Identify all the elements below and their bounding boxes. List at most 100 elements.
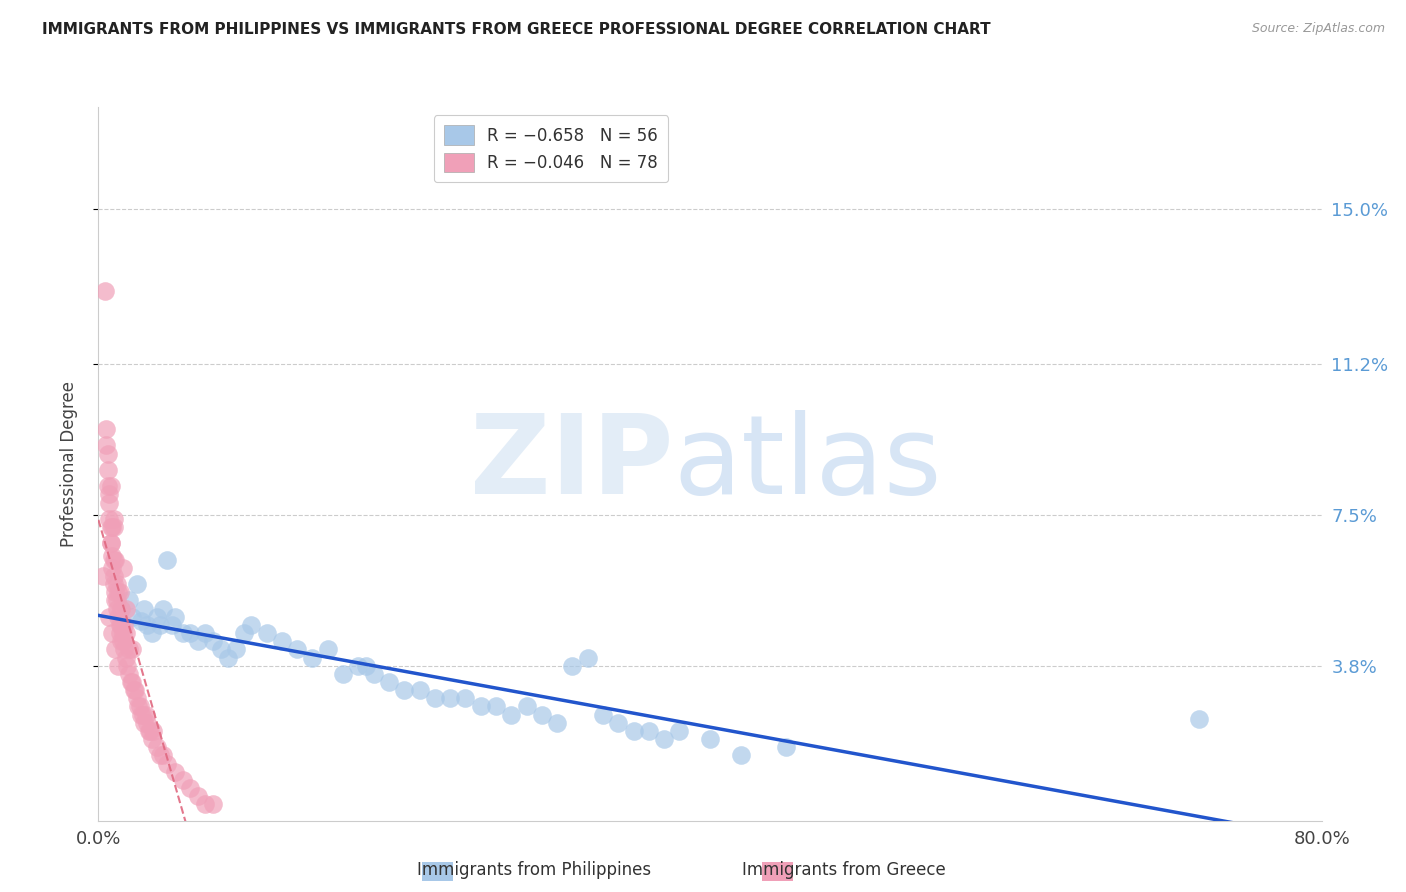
Point [118, 666, 141, 681]
Point [485, 699, 508, 714]
Point [122, 683, 145, 698]
Point [105, 577, 128, 591]
Point [439, 691, 461, 706]
Point [105, 601, 128, 615]
Point [152, 748, 174, 763]
Point [97, 479, 120, 493]
Point [202, 634, 225, 648]
Point [104, 585, 127, 599]
Point [145, 609, 167, 624]
Point [546, 715, 568, 730]
Point [392, 683, 416, 698]
Point [301, 650, 323, 665]
Point [104, 642, 127, 657]
Point [125, 691, 148, 706]
Point [699, 732, 721, 747]
Point [129, 707, 152, 722]
Point [108, 618, 131, 632]
Point [172, 626, 194, 640]
Point [1188, 712, 1211, 726]
Point [115, 601, 138, 615]
Point [100, 520, 122, 534]
Point [115, 626, 138, 640]
Point [202, 797, 225, 812]
Point [775, 740, 797, 755]
Text: Source: ZipAtlas.com: Source: ZipAtlas.com [1251, 22, 1385, 36]
Point [112, 642, 135, 657]
Y-axis label: Professional Degree: Professional Degree [59, 381, 77, 547]
Point [156, 552, 179, 566]
Text: atlas: atlas [673, 410, 942, 517]
Point [117, 658, 139, 673]
Point [142, 723, 165, 738]
Point [100, 536, 122, 550]
Point [156, 756, 179, 771]
Legend: R = −0.658   N = 56, R = −0.046   N = 78: R = −0.658 N = 56, R = −0.046 N = 78 [434, 115, 668, 182]
Point [134, 715, 156, 730]
Point [561, 658, 583, 673]
Point [652, 732, 675, 747]
Point [194, 626, 217, 640]
Point [115, 650, 138, 665]
Point [152, 601, 174, 615]
Point [104, 552, 127, 566]
Point [149, 748, 172, 763]
Point [121, 642, 143, 657]
Point [232, 626, 254, 640]
Point [225, 642, 247, 657]
Point [163, 609, 186, 624]
Point [98, 512, 121, 526]
Text: Immigrants from Philippines: Immigrants from Philippines [418, 861, 651, 879]
Point [454, 691, 477, 706]
Point [111, 626, 134, 640]
Point [104, 593, 127, 607]
Point [530, 707, 553, 722]
Point [136, 618, 159, 632]
Point [107, 585, 129, 599]
Point [408, 683, 430, 698]
Point [332, 666, 354, 681]
Point [316, 642, 339, 657]
Point [107, 658, 129, 673]
Point [120, 675, 142, 690]
Point [285, 642, 308, 657]
Point [118, 642, 141, 657]
Point [111, 634, 134, 648]
Point [637, 723, 661, 738]
Point [110, 601, 132, 615]
Point [98, 487, 121, 501]
Point [194, 797, 217, 812]
Point [108, 585, 131, 599]
Point [270, 634, 292, 648]
Point [501, 707, 523, 722]
Point [141, 732, 163, 747]
Point [98, 609, 121, 624]
Point [135, 707, 157, 722]
Point [160, 618, 183, 632]
Point [101, 626, 124, 640]
Point [149, 618, 172, 632]
Point [607, 715, 630, 730]
Point [112, 618, 135, 632]
Point [125, 577, 148, 591]
Point [217, 650, 239, 665]
Point [240, 618, 263, 632]
Point [110, 634, 132, 648]
Point [623, 723, 645, 738]
Text: ZIP: ZIP [470, 410, 673, 517]
Point [98, 495, 121, 509]
Point [730, 748, 752, 763]
Point [103, 577, 125, 591]
Point [141, 626, 163, 640]
Point [108, 626, 131, 640]
Point [107, 609, 129, 624]
Point [668, 723, 690, 738]
Point [354, 658, 377, 673]
Point [179, 780, 201, 795]
Point [139, 723, 162, 738]
Point [256, 626, 278, 640]
Point [101, 549, 124, 563]
Point [97, 447, 120, 461]
Point [134, 601, 156, 615]
Point [423, 691, 446, 706]
